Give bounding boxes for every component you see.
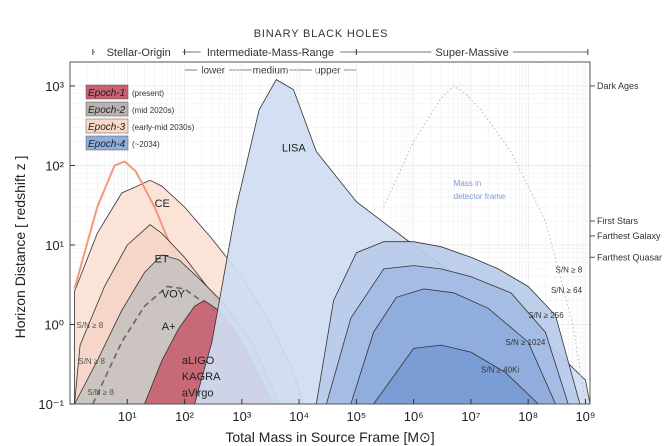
series-s-n-40ki bbox=[372, 344, 540, 405]
annotations: LISA CE ET VOY A+ aLIGO KAGRA aVirgo Mass in dete… bbox=[77, 142, 583, 399]
annotation-label: ET bbox=[155, 254, 169, 266]
y-axis-label: Horizon Distance [ redshift z ] bbox=[12, 156, 28, 339]
annotation-label: aVirgo bbox=[182, 387, 214, 399]
x-tick-label: 10¹ bbox=[118, 409, 137, 424]
y-tick-label: 10⁰ bbox=[44, 317, 64, 332]
series-a- bbox=[92, 285, 274, 405]
y-tick-label: 10³ bbox=[45, 79, 64, 94]
annotation-label: LISA bbox=[282, 142, 307, 154]
legend-note: (early-mid 2030s) bbox=[132, 123, 195, 132]
annotation-label: S/N ≥ 40Ki bbox=[481, 365, 519, 374]
annotation-label: S/N ≥ 1024 bbox=[505, 338, 546, 347]
y-tick-label: 10¹ bbox=[45, 238, 64, 253]
y-tick-label: 10² bbox=[45, 158, 64, 173]
subrange-label: upper bbox=[315, 66, 341, 77]
annotation-label: aLIGO bbox=[182, 355, 215, 367]
annotation-label: S/N ≥ 8 bbox=[78, 357, 105, 366]
legend-note: (mid 2020s) bbox=[132, 106, 175, 115]
legend-note: (~2034) bbox=[132, 140, 160, 149]
annotation-label: S/N ≥ 256 bbox=[528, 311, 564, 320]
legend: Epoch-1 (present) Epoch-2 (mid 2020s) Epoch-… bbox=[85, 84, 195, 151]
subrange-label-bg bbox=[251, 63, 290, 75]
x-tick-label: 10⁷ bbox=[461, 409, 480, 424]
annotation-label: VOY bbox=[162, 288, 186, 300]
horizon-label: First Stars bbox=[597, 216, 639, 226]
range-label: Stellar-Origin bbox=[107, 47, 171, 59]
legend-name: Epoch-4 bbox=[88, 139, 126, 150]
annotation-label: S/N ≥ 8 bbox=[556, 266, 583, 275]
annotation-label: Mass in bbox=[454, 179, 482, 188]
annotation-label: CE bbox=[155, 198, 170, 210]
legend-swatch bbox=[85, 135, 129, 151]
x-axis-label: Total Mass in Source Frame [M⊙] bbox=[225, 429, 434, 445]
range-label-bg bbox=[95, 44, 183, 58]
x-tick-label: 10² bbox=[175, 409, 194, 424]
legend-name: Epoch-3 bbox=[88, 122, 126, 133]
legend-swatch bbox=[85, 118, 129, 134]
x-tick-label: 10⁶ bbox=[404, 409, 424, 424]
x-tick-label: 10⁵ bbox=[346, 409, 366, 424]
legend-swatch bbox=[85, 84, 129, 100]
legend-name: Epoch-2 bbox=[88, 105, 126, 116]
annotation-label: detector frame bbox=[454, 192, 506, 201]
annotation-label: S/N ≥ 8 bbox=[87, 388, 114, 397]
chart-title: BINARY BLACK HOLES bbox=[254, 28, 388, 40]
range-label: Intermediate-Mass-Range bbox=[207, 47, 334, 59]
mass-range-bar: Stellar-Origin Intermediate-Mass-Range Sup… bbox=[92, 44, 589, 77]
x-tick-label: 10⁸ bbox=[518, 409, 538, 424]
legend-note: (present) bbox=[132, 89, 164, 98]
annotation-label: S/N ≥ 8 bbox=[77, 321, 104, 330]
x-tick-label: 10⁹ bbox=[575, 409, 595, 424]
subrange-label: lower bbox=[201, 66, 226, 77]
range-label: Super-Massive bbox=[435, 47, 508, 59]
horizon-label: Dark Ages bbox=[597, 81, 639, 91]
subrange-label: medium bbox=[253, 66, 289, 77]
horizon-marks: Dark Ages First Stars Farthest Galaxy Farth… bbox=[590, 81, 662, 262]
annotation-label: S/N ≥ 64 bbox=[551, 286, 583, 295]
range-label-bg bbox=[431, 44, 513, 58]
sensitivity-areas bbox=[73, 79, 591, 405]
horizon-label: Farthest Galaxy bbox=[597, 231, 661, 241]
horizon-label: Farthest Quasar bbox=[597, 252, 662, 262]
x-tick-label: 10⁴ bbox=[289, 409, 309, 424]
annotation-label: A+ bbox=[162, 321, 176, 333]
axis-ticks: 10¹ 10² 10³ 10⁴ 10⁵ 10⁶ 10⁷ 10⁸ 10⁹ 10⁻¹ 10⁰ 10¹ 10²… bbox=[38, 79, 595, 424]
x-tick-label: 10³ bbox=[232, 409, 251, 424]
plot-frame bbox=[69, 61, 591, 405]
legend-swatch bbox=[85, 101, 129, 117]
subrange-label-bg bbox=[311, 63, 344, 75]
y-tick-label: 10⁻¹ bbox=[38, 397, 64, 412]
legend-name: Epoch-1 bbox=[88, 88, 125, 99]
subrange-label-bg bbox=[197, 63, 230, 75]
range-label-bg bbox=[200, 44, 341, 58]
annotation-label: KAGRA bbox=[182, 371, 221, 383]
